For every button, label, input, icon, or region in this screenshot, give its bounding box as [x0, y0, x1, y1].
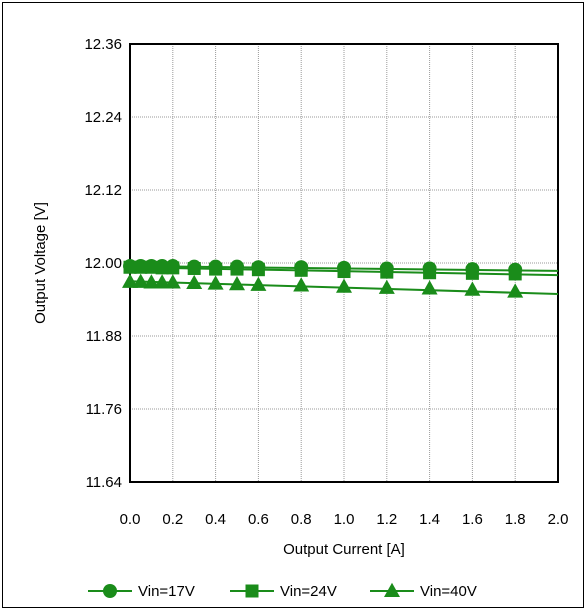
data-point-triangle — [122, 273, 138, 288]
x-tick-label: 1.4 — [419, 511, 440, 528]
x-tick-label: 1.6 — [462, 511, 483, 528]
x-tick-label: 0.4 — [205, 511, 226, 528]
data-point-square — [423, 266, 437, 280]
data-point-triangle — [186, 274, 203, 290]
data-point-triangle — [132, 273, 149, 288]
data-point-square — [155, 261, 169, 275]
legend-label: Vin=17V — [138, 583, 195, 600]
x-tick-label: 1.2 — [376, 511, 397, 528]
y-tick-label: 11.76 — [86, 401, 122, 418]
legend-item: Vin=17V — [88, 583, 195, 600]
series-square — [123, 260, 559, 281]
x-tick-label: 0.0 — [120, 511, 141, 528]
data-point-square — [134, 260, 148, 274]
y-tick-label: 12.24 — [84, 109, 122, 126]
data-point-square — [465, 266, 479, 280]
data-point-triangle — [464, 281, 481, 296]
y-axis-title: Output Voltage [V] — [32, 202, 49, 324]
data-point-triangle — [229, 276, 245, 291]
data-point-triangle — [507, 283, 524, 298]
data-point-square — [337, 265, 351, 279]
y-tick-label: 11.64 — [86, 474, 122, 491]
x-tick-label: 1.8 — [505, 511, 526, 528]
data-point-square — [209, 262, 223, 276]
legend-label: Vin=40V — [420, 583, 477, 600]
y-tick-label: 12.00 — [84, 255, 122, 272]
data-point-triangle — [378, 279, 395, 294]
legend: Vin=17V Vin=24V Vin=40V — [88, 582, 477, 600]
x-axis-title: Output Current [A] — [283, 541, 405, 558]
series-layer — [122, 259, 559, 298]
data-point-square — [294, 263, 308, 277]
legend-circle-icon — [103, 584, 117, 598]
data-point-triangle — [421, 280, 438, 295]
data-point-square — [144, 260, 158, 274]
data-point-triangle — [207, 275, 224, 290]
data-point-triangle — [336, 278, 352, 293]
legend-square-icon — [245, 584, 259, 598]
data-point-square — [123, 260, 137, 274]
x-tick-label: 2.0 — [548, 511, 569, 528]
data-point-square — [187, 261, 201, 275]
x-tick-label: 0.2 — [162, 511, 183, 528]
data-point-triangle — [154, 274, 171, 289]
y-tick-label: 12.36 — [84, 36, 122, 53]
data-point-triangle — [164, 274, 181, 289]
data-point-square — [251, 263, 265, 277]
data-point-square — [166, 261, 180, 275]
x-tick-label: 1.0 — [334, 511, 355, 528]
data-point-triangle — [143, 274, 160, 289]
series-triangle — [122, 273, 559, 298]
y-tick-label: 11.88 — [86, 328, 122, 345]
y-tick-label: 12.12 — [84, 182, 122, 199]
data-point-square — [508, 267, 522, 281]
data-point-triangle — [250, 276, 267, 291]
legend-item: Vin=24V — [230, 583, 337, 600]
legend-item: Vin=40V — [370, 582, 477, 600]
data-point-square — [380, 265, 394, 279]
legend-label: Vin=24V — [280, 583, 337, 600]
data-point-square — [230, 262, 244, 276]
x-tick-label: 0.6 — [248, 511, 269, 528]
x-tick-label: 0.8 — [291, 511, 312, 528]
legend-triangle-icon — [384, 582, 400, 597]
tick-labels: 0.0 0.2 0.4 0.6 0.8 1.0 1.2 1.4 1.6 1.8 2.0 11.64 11… — [84, 36, 568, 528]
data-point-triangle — [293, 277, 310, 292]
